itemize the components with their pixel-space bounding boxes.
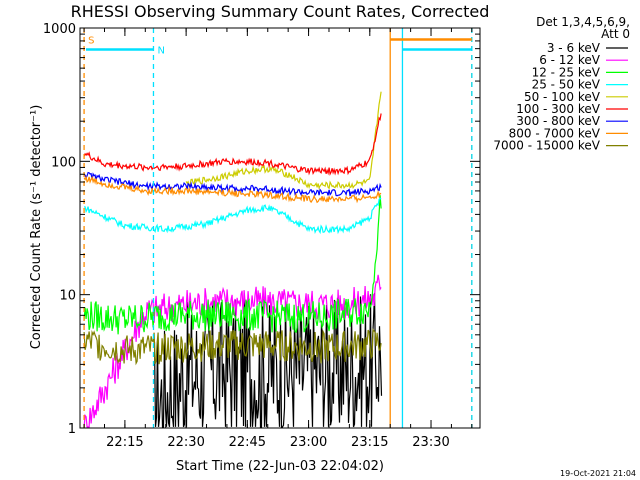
x-axis-label: Start Time (22-Jun-03 22:04:02)	[176, 459, 384, 474]
legend-entry-label-2: 12 - 25 keV	[532, 65, 601, 79]
x-tick-label: 22:30	[167, 435, 204, 450]
flags-layer: SN	[83, 28, 473, 428]
timestamp: 19-Oct-2021 21:04	[560, 469, 636, 478]
legend-entry-label-7: 800 - 7000 keV	[509, 126, 601, 140]
legend-entry-label-6: 300 - 800 keV	[516, 114, 600, 128]
flag-label-0: S	[88, 35, 94, 46]
x-tick-label: 22:45	[229, 435, 266, 450]
x-tick-label: 23:15	[351, 435, 388, 450]
plot-frame	[79, 27, 481, 429]
x-tick-label: 23:00	[290, 435, 327, 450]
x-tick-label: 22:15	[106, 435, 143, 450]
series-line-8	[83, 328, 382, 366]
legend-entry-label-3: 25 - 50 keV	[532, 78, 601, 92]
series-line-2	[83, 195, 382, 335]
series-line-7	[83, 175, 382, 204]
legend-entry-label-0: 3 - 6 keV	[547, 41, 601, 55]
series-line-0	[152, 292, 383, 428]
y-tick-label: 1	[68, 422, 76, 437]
legend-header-line-1: Det 1,3,4,5,6,9,	[536, 15, 630, 29]
series-line-3	[84, 197, 382, 235]
series-line-4	[185, 91, 382, 190]
legend-entry-label-8: 7000 - 15000 keV	[493, 139, 600, 153]
chart-title: RHESSI Observing Summary Count Rates, Co…	[71, 2, 490, 21]
y-axis-label: Corrected Count Rate (s⁻¹ detector⁻¹)	[29, 105, 44, 350]
legend-entry-label-1: 6 - 12 keV	[539, 53, 601, 67]
legend-header-line-2: Att 0	[601, 27, 630, 41]
series-layer	[83, 91, 383, 428]
axes-layer: 1 10 100 1000 22:15 22:30 22:45 23:00 23:15 23:30	[43, 22, 481, 450]
legend-entry-label-4: 50 - 100 keV	[524, 90, 601, 104]
legend-entry-label-5: 100 - 300 keV	[516, 102, 600, 116]
series-line-1	[83, 274, 382, 428]
series-line-6	[83, 171, 382, 197]
y-tick-label: 1000	[43, 22, 76, 37]
y-tick-label: 10	[59, 289, 76, 304]
series-line-5	[83, 113, 382, 176]
flag-label-1: N	[157, 45, 164, 56]
y-tick-label: 100	[51, 155, 76, 170]
x-tick-label: 23:30	[412, 435, 449, 450]
